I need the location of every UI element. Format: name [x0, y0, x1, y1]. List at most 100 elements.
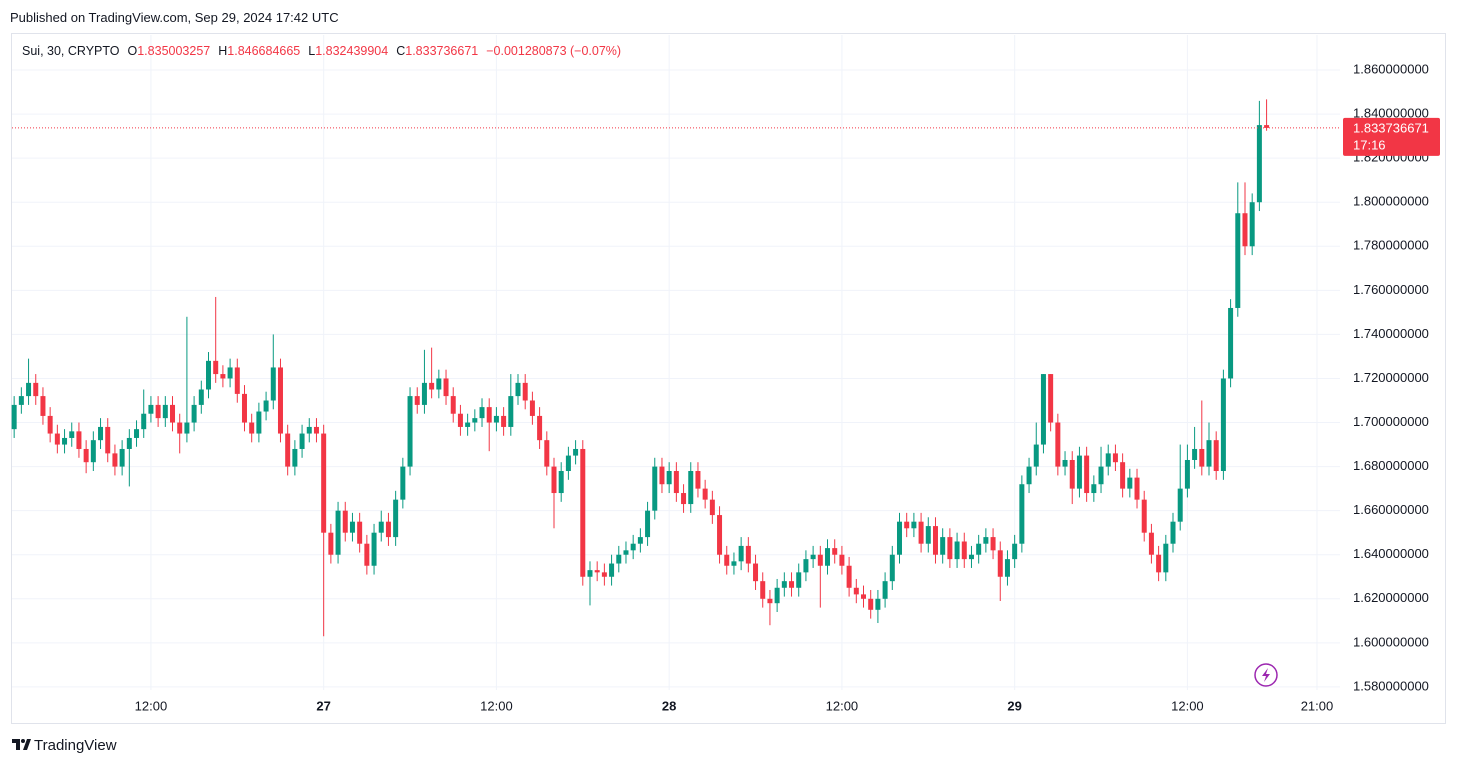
- candle-body: [601, 572, 607, 577]
- candle-body: [537, 415, 543, 441]
- candle-body: [825, 548, 831, 566]
- y-tick-label: 1.660000000: [1353, 502, 1429, 517]
- candle-body: [479, 407, 485, 419]
- candle-body: [407, 396, 413, 467]
- candle-body: [911, 521, 917, 529]
- candle-body: [198, 389, 204, 405]
- candle-body: [11, 404, 17, 430]
- candle-body: [925, 526, 931, 544]
- candle-body: [976, 543, 982, 555]
- y-tick-label: 1.860000000: [1353, 61, 1429, 76]
- candle-body: [637, 537, 643, 544]
- candle-body: [529, 400, 535, 416]
- countdown: 17:16: [1353, 137, 1386, 152]
- candle-body: [1120, 462, 1126, 489]
- candle-body: [148, 404, 154, 414]
- candle-body: [191, 404, 197, 423]
- candle-body: [1184, 459, 1190, 489]
- candle-body: [1228, 307, 1234, 379]
- candle-body: [1040, 374, 1046, 445]
- brand: TradingView: [34, 737, 117, 754]
- candle-body: [594, 570, 600, 573]
- candle-body: [918, 521, 924, 544]
- published-note: Published on TradingView.com, Sep 29, 20…: [10, 10, 339, 25]
- candle-body: [875, 598, 881, 610]
- candle-body: [1105, 453, 1111, 467]
- candle-body: [702, 488, 708, 500]
- candle-body: [321, 433, 327, 533]
- candle-body: [234, 367, 240, 394]
- ohlc-prefix: C: [396, 44, 406, 58]
- candle-body: [774, 587, 780, 604]
- x-tick-label: 12:00: [1171, 698, 1204, 713]
- candle-body: [249, 422, 255, 434]
- lightning-icon[interactable]: [1254, 663, 1278, 687]
- candle-body: [162, 404, 168, 419]
- candle-body: [1026, 466, 1032, 485]
- x-tick-label: 12:00: [480, 698, 513, 713]
- candle-body: [1098, 466, 1104, 485]
- candle-body: [90, 440, 96, 463]
- candle-body: [1076, 455, 1082, 489]
- candle-body: [443, 378, 449, 397]
- candle-body: [76, 431, 82, 449]
- y-tick-label: 1.580000000: [1353, 678, 1429, 693]
- candle-body: [385, 521, 391, 538]
- candle-body: [709, 499, 715, 516]
- y-tick-label: 1.740000000: [1353, 326, 1429, 341]
- candle-body: [335, 510, 341, 555]
- candle-body: [940, 537, 946, 555]
- candle-body: [796, 572, 802, 588]
- candle-body: [1163, 543, 1169, 573]
- candle-body: [724, 554, 730, 566]
- x-tick-label: 12:00: [826, 698, 859, 713]
- candle-body: [990, 537, 996, 551]
- candle-body: [263, 400, 269, 412]
- candle-body: [681, 493, 687, 505]
- candle-body: [1091, 484, 1097, 494]
- candle-body: [83, 448, 89, 463]
- candle-body: [688, 471, 694, 505]
- candle-body: [371, 532, 377, 566]
- candle-body: [54, 433, 60, 445]
- candle-body: [616, 554, 622, 564]
- candle-body: [292, 448, 298, 467]
- candle-body: [364, 543, 370, 566]
- candle-body: [1256, 125, 1262, 203]
- candle-body: [134, 429, 140, 438]
- candle-body: [1048, 374, 1054, 423]
- candle-body: [47, 415, 53, 434]
- candle-body: [220, 374, 226, 379]
- ohlc-value: 1.835003257: [137, 44, 211, 58]
- candle-body: [760, 581, 766, 599]
- candle-body: [299, 433, 305, 449]
- symbol-legend: Sui, 30, CRYPTO O1.835003257 H1.846684665 L…: [22, 44, 629, 58]
- candle-body: [947, 537, 953, 560]
- y-tick-label: 1.620000000: [1353, 590, 1429, 605]
- candle-body: [997, 550, 1003, 577]
- candle-body: [587, 570, 593, 577]
- candle-body: [206, 360, 212, 390]
- candle-body: [896, 521, 902, 555]
- candle-body: [357, 521, 363, 544]
- candle-body: [177, 422, 183, 434]
- candle-body: [1148, 532, 1154, 555]
- candle-body: [213, 360, 219, 375]
- last-price-badge: [1343, 117, 1440, 156]
- candle-body: [112, 453, 118, 467]
- candle-body: [1177, 488, 1183, 522]
- candle-body: [781, 581, 787, 588]
- candle-body: [256, 411, 262, 434]
- candle-body: [623, 550, 629, 555]
- candle-body: [789, 581, 795, 588]
- candle-body: [810, 554, 816, 560]
- candle-body: [803, 559, 809, 573]
- candle-body: [753, 563, 759, 582]
- symbol: Sui, 30, CRYPTO: [22, 44, 120, 58]
- candle-body: [328, 532, 334, 555]
- candle-body: [846, 565, 852, 588]
- candle-body: [119, 448, 125, 467]
- candle-body: [1033, 444, 1039, 467]
- candle-body: [436, 378, 442, 390]
